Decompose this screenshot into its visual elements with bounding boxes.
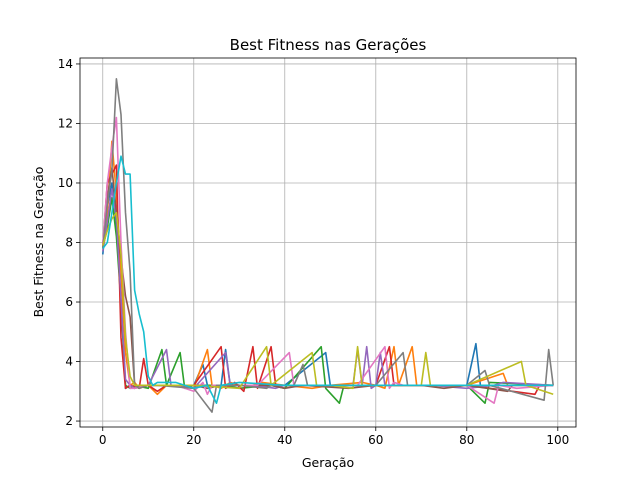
series-line-1 bbox=[102, 182, 554, 390]
y-tick-label: 6 bbox=[65, 295, 73, 309]
y-tick-label: 2 bbox=[65, 414, 73, 428]
x-tick-label: 100 bbox=[546, 433, 569, 447]
x-tick-label: 0 bbox=[99, 433, 107, 447]
x-tick-label: 80 bbox=[459, 433, 474, 447]
axis-ticks: 0 20 40 60 80 100 2 4 6 8 10 12 14 bbox=[58, 57, 570, 447]
series-lines bbox=[102, 78, 554, 413]
y-tick-label: 4 bbox=[65, 355, 73, 369]
x-axis-label: Geração bbox=[302, 455, 354, 470]
series-line-9 bbox=[102, 211, 554, 396]
x-tick-label: 60 bbox=[368, 433, 383, 447]
x-tick-label: 40 bbox=[277, 433, 292, 447]
series-line-4 bbox=[102, 164, 554, 396]
series-line-6 bbox=[102, 167, 554, 393]
y-tick-label: 12 bbox=[58, 116, 73, 130]
y-axis-label: Best Fitness na Geração bbox=[31, 167, 46, 318]
y-tick-label: 10 bbox=[58, 176, 73, 190]
x-tick-label: 20 bbox=[186, 433, 201, 447]
series-line-7 bbox=[102, 116, 554, 405]
y-tick-label: 14 bbox=[58, 57, 73, 71]
series-line-8 bbox=[102, 78, 554, 413]
grid-lines bbox=[80, 58, 576, 427]
y-tick-label: 8 bbox=[65, 236, 73, 250]
series-line-10 bbox=[102, 155, 554, 405]
series-line-5 bbox=[102, 188, 554, 390]
chart-title: Best Fitness nas Gerações bbox=[230, 36, 427, 54]
series-line-2 bbox=[102, 140, 554, 396]
